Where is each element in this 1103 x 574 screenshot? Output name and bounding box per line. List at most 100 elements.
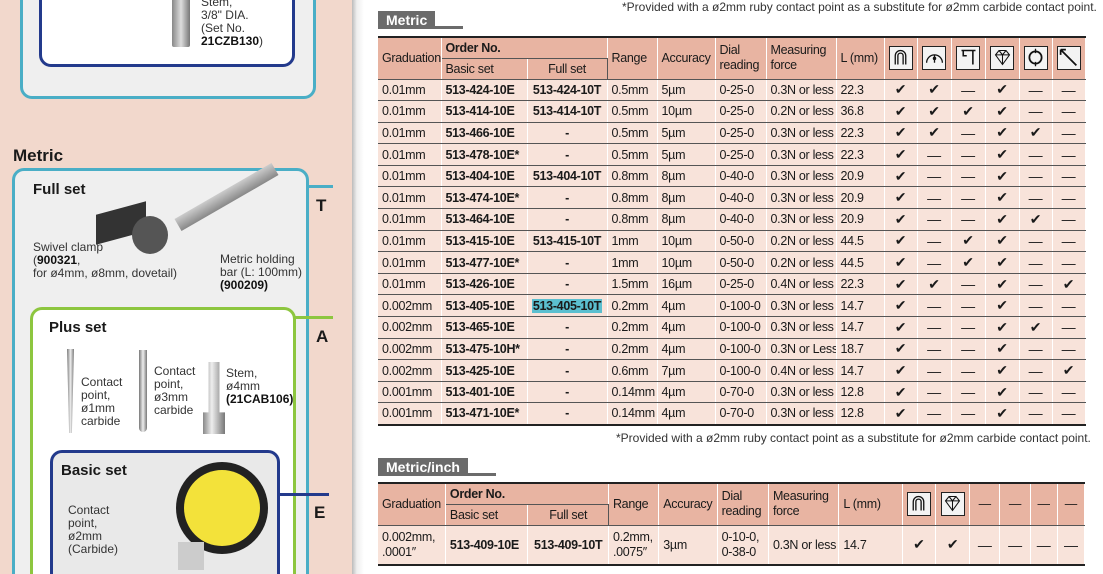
header-measuring-force: Measuring force bbox=[765, 36, 837, 80]
cell-measuring-force: 0.3N or less bbox=[765, 316, 837, 339]
cell-graduation: 0.01mm bbox=[378, 78, 442, 102]
cell-graduation: 0.01mm bbox=[378, 186, 442, 210]
table-row: 0.002mm 513-475-10H* - 0.2mm 4µm 0-100-0 0.3N … bbox=[378, 337, 1086, 361]
cell-accuracy: 5µm bbox=[656, 143, 716, 166]
cell-measuring-force: 0.3N or less bbox=[765, 143, 837, 166]
full-set-order-no: - bbox=[565, 255, 569, 270]
check-icon: ✔ bbox=[934, 524, 971, 566]
header-accuracy: Accuracy bbox=[656, 36, 716, 80]
cell-dial-reading: 0-100-0 bbox=[714, 359, 767, 382]
check-icon: ✔ bbox=[984, 121, 1020, 145]
dash-mark: — bbox=[1018, 100, 1053, 123]
cell-dial-reading: 0-40-0 bbox=[714, 208, 767, 231]
cell-dial-reading: 0-25-0 bbox=[714, 100, 767, 123]
dash-mark: — bbox=[1018, 251, 1053, 274]
cell-accuracy: 3µm bbox=[658, 524, 718, 566]
cell-accuracy: 4µm bbox=[656, 380, 716, 404]
cell-range: 0.5mm bbox=[606, 78, 658, 102]
cell-graduation: 0.01mm bbox=[378, 251, 442, 274]
cell-measuring-force: 0.3N or less bbox=[765, 186, 837, 210]
cell-range: 0.8mm bbox=[606, 186, 658, 210]
contact-point-1mm-label: Contact point, ø1mm carbide bbox=[81, 375, 123, 428]
cell-accuracy: 7µm bbox=[656, 359, 716, 382]
header-feature-col bbox=[901, 482, 936, 526]
cell-graduation: 0.01mm bbox=[378, 164, 442, 188]
full-set-order-no: - bbox=[565, 147, 569, 162]
cell-dial-reading: 0-100-0 bbox=[714, 294, 767, 318]
cell-graduation: 0.01mm bbox=[378, 100, 442, 123]
table-row: 0.01mm 513-404-10E 513-404-10T 0.8mm 8µm 0-40… bbox=[378, 164, 1086, 188]
check-icon: ✔ bbox=[916, 78, 952, 102]
dash-mark: — bbox=[1051, 251, 1086, 274]
cell-length: 20.9 bbox=[835, 164, 885, 188]
table-row: 0.01mm 513-466-10E - 0.5mm 5µm 0-25-0 0.3N or … bbox=[378, 121, 1086, 145]
cell-accuracy: 4µm bbox=[656, 402, 716, 425]
cell-full-set: 513-409-10T bbox=[527, 524, 609, 566]
cell-full-set: - bbox=[526, 251, 608, 274]
table-row: 0.002mm 513-425-10E - 0.6mm 7µm 0-100-0 0.4N o… bbox=[378, 359, 1086, 382]
dash-mark: — bbox=[916, 359, 952, 382]
check-icon: ✔ bbox=[950, 251, 986, 274]
stem-label: Stem, 3/8" DIA. (Set No. 21CZB130) bbox=[201, 0, 264, 48]
dash-mark: — bbox=[1018, 380, 1053, 404]
full-set-order-no: - bbox=[565, 363, 569, 378]
cell-dial-reading: 0-100-0 bbox=[714, 316, 767, 339]
full-set-order-no: 513-415-10T bbox=[532, 233, 602, 248]
dash-mark: — bbox=[950, 380, 986, 404]
check-icon: ✔ bbox=[916, 272, 952, 296]
cell-accuracy: 5µm bbox=[656, 121, 716, 145]
dash-mark: — bbox=[1051, 208, 1086, 231]
full-set-order-no: - bbox=[565, 406, 569, 421]
dash-mark: — bbox=[916, 251, 952, 274]
cell-basic-set: 513-426-10E bbox=[440, 272, 528, 296]
cell-range: 0.2mm bbox=[606, 294, 658, 318]
stem-4mm-image bbox=[203, 362, 225, 434]
check-icon: ✔ bbox=[984, 402, 1020, 425]
header-feature-col bbox=[934, 482, 971, 526]
dash-mark: — bbox=[1018, 229, 1053, 253]
cell-full-set: 513-405-10T bbox=[526, 294, 608, 318]
dash-mark: — bbox=[950, 143, 986, 166]
check-icon: ✔ bbox=[883, 402, 918, 425]
basic-set-connector bbox=[279, 493, 329, 496]
header-feature-col bbox=[1051, 36, 1086, 80]
contact-point-3mm-label: Contact point, ø3mm carbide bbox=[154, 364, 196, 417]
full-set-order-no: - bbox=[565, 190, 569, 205]
dash-mark: — bbox=[916, 402, 952, 425]
dash-mark: — bbox=[1018, 359, 1053, 382]
check-icon: ✔ bbox=[950, 100, 986, 123]
check-icon: ✔ bbox=[984, 294, 1020, 318]
dash-mark: — bbox=[1018, 164, 1053, 188]
header-feature-col: — bbox=[1056, 482, 1086, 526]
header-length: L (mm) bbox=[835, 36, 885, 80]
check-icon: ✔ bbox=[916, 100, 952, 123]
check-icon: ✔ bbox=[883, 272, 918, 296]
check-icon: ✔ bbox=[883, 78, 918, 102]
full-set-title: Full set bbox=[33, 181, 86, 198]
dash-mark: — bbox=[950, 208, 986, 231]
cell-length: 22.3 bbox=[835, 272, 885, 296]
metric-footnote: *Provided with a ø2mm ruby contact point… bbox=[616, 431, 1091, 445]
metric-inch-spec-table: Graduation Order No. Range Accuracy Dial rea… bbox=[378, 482, 1086, 566]
cell-measuring-force: 0.4N or less bbox=[765, 272, 837, 296]
dash-mark: — bbox=[916, 380, 952, 404]
dash-mark: — bbox=[916, 337, 952, 361]
diamond-icon bbox=[990, 46, 1015, 71]
table-row: 0.001mm 513-471-10E* - 0.14mm 4µm 0-70-0 0.3N … bbox=[378, 402, 1086, 425]
dash-mark: — bbox=[1051, 380, 1086, 404]
dash-mark: — bbox=[1051, 100, 1086, 123]
check-icon: ✔ bbox=[883, 208, 918, 231]
header-basic-set: Basic set bbox=[441, 57, 528, 80]
horseshoe-icon bbox=[888, 46, 913, 71]
cell-measuring-force: 0.3N or less bbox=[767, 524, 840, 566]
dash-mark: — bbox=[950, 272, 986, 296]
table-row: 0.01mm 513-474-10E* - 0.8mm 8µm 0-40-0 0.3N or… bbox=[378, 186, 1086, 210]
check-icon: ✔ bbox=[984, 186, 1020, 210]
table-row: 0.01mm 513-414-10E 513-414-10T 0.5mm 10µm 0-2… bbox=[378, 100, 1086, 123]
check-icon: ✔ bbox=[950, 229, 986, 253]
cell-graduation: 0.01mm bbox=[378, 121, 442, 145]
cell-full-set: - bbox=[526, 316, 608, 339]
cell-range: 0.8mm bbox=[606, 208, 658, 231]
dash-mark: — bbox=[1018, 272, 1053, 296]
cell-measuring-force: 0.3N or less bbox=[765, 380, 837, 404]
